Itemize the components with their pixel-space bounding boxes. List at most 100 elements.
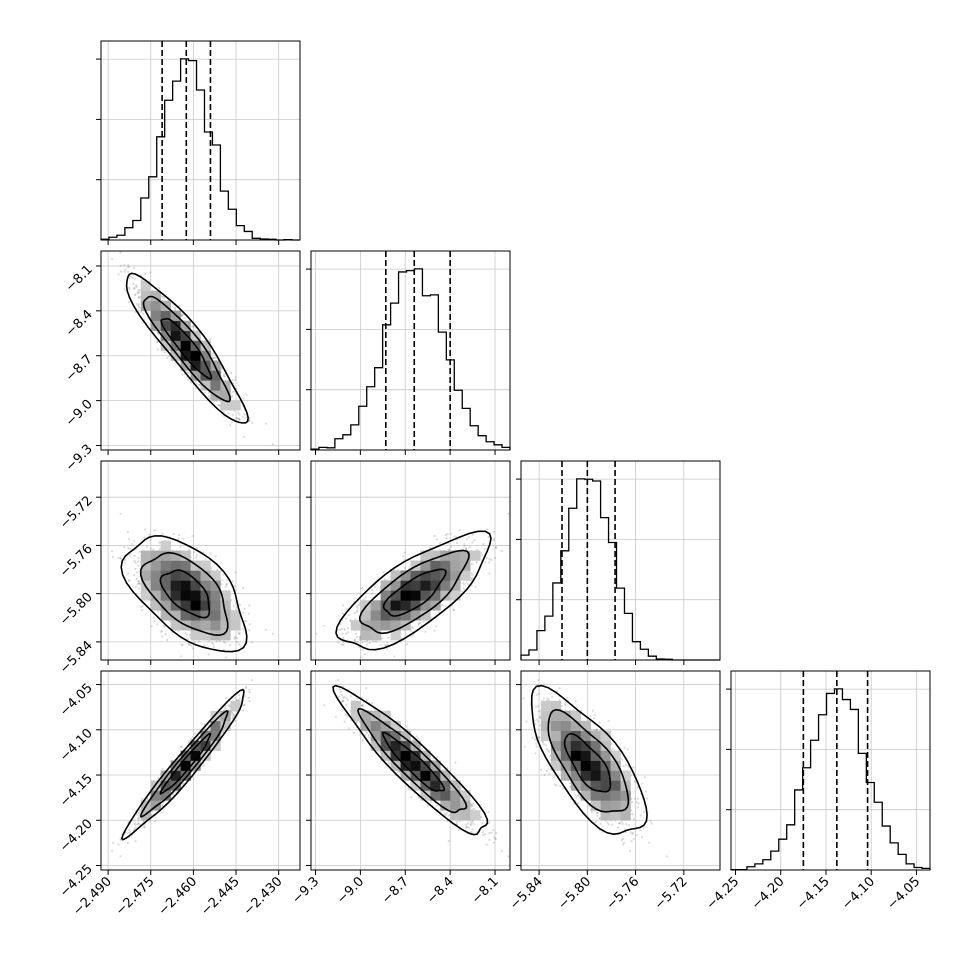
sample-point (248, 688, 251, 691)
sample-point (536, 720, 540, 723)
density-cell (180, 580, 191, 591)
density-cell (450, 780, 461, 791)
sample-point (572, 709, 575, 712)
sample-point (480, 552, 483, 555)
density-cell (220, 390, 231, 401)
sample-point (135, 284, 138, 287)
sample-point (377, 750, 380, 753)
density-cell (390, 600, 401, 611)
density-cell (180, 340, 191, 351)
sample-point (137, 304, 140, 307)
sample-point (341, 632, 344, 636)
sample-point (237, 417, 241, 420)
sample-point (558, 699, 561, 702)
density-cell (410, 590, 421, 601)
sample-point (123, 288, 126, 291)
sample-point (209, 338, 212, 341)
x-tick-label: −5.80 (555, 874, 594, 913)
contour-2sigma (139, 709, 229, 818)
sample-point (218, 404, 221, 407)
sample-point (618, 822, 622, 825)
density-cell (190, 570, 201, 581)
density-cell (590, 790, 601, 801)
sample-point (548, 772, 551, 775)
sample-point (384, 578, 387, 581)
sample-point (648, 841, 651, 844)
sample-point (485, 843, 488, 846)
sample-point (562, 787, 565, 790)
sample-point (224, 641, 227, 644)
y-tick-label: −5.72 (57, 493, 96, 532)
sample-point (231, 413, 234, 416)
density-cell (380, 750, 391, 761)
sample-point (166, 356, 169, 359)
sample-point (492, 841, 495, 844)
sample-point (233, 637, 236, 640)
sample-point (410, 626, 413, 629)
sample-point (534, 723, 537, 726)
sample-point (346, 699, 350, 702)
sample-point (194, 732, 197, 735)
sample-point (111, 841, 114, 844)
sample-point (342, 640, 345, 644)
sample-point (385, 644, 388, 647)
sample-point (238, 413, 241, 416)
sample-point (156, 348, 159, 351)
sample-point (469, 823, 472, 827)
sample-point (595, 728, 599, 731)
sample-point (626, 748, 629, 751)
sample-point (575, 796, 578, 799)
histogram-0 (100, 58, 300, 241)
sample-point (535, 745, 538, 748)
sample-point (248, 623, 251, 626)
sample-point (644, 790, 648, 793)
sample-point (137, 564, 140, 567)
sample-point (141, 797, 144, 800)
sample-point (223, 373, 226, 376)
sample-point (456, 820, 459, 824)
panel-3-2 (520, 670, 721, 871)
density-cell (180, 550, 191, 561)
density-cell (390, 620, 401, 631)
sample-point (465, 825, 469, 829)
sample-point (577, 802, 580, 805)
density-cell (190, 750, 201, 761)
sample-point (365, 699, 368, 702)
density-cell (380, 600, 391, 611)
sample-point (555, 784, 558, 787)
sample-point (361, 641, 364, 644)
density-cell (440, 770, 451, 781)
density-cell (160, 550, 171, 561)
sample-point (435, 538, 438, 541)
sample-point (488, 832, 491, 835)
density-cell (150, 600, 161, 611)
sample-point (429, 801, 432, 804)
density-cell (420, 760, 431, 771)
sample-point (481, 822, 484, 825)
sample-point (365, 640, 368, 643)
sample-point (152, 616, 155, 619)
density-cell (170, 320, 181, 331)
density-cell (180, 350, 191, 361)
histogram-1 (310, 268, 511, 450)
sample-point (631, 833, 634, 836)
sample-point (129, 831, 132, 834)
sample-point (133, 574, 136, 577)
sample-point (367, 733, 370, 737)
density-cell (550, 710, 562, 722)
density-cell (610, 770, 621, 781)
panel-content (111, 251, 274, 446)
density-cell (140, 280, 152, 292)
sample-point (148, 533, 151, 536)
sample-point (231, 580, 234, 583)
density-cell (350, 710, 362, 722)
sample-point (545, 744, 548, 747)
sample-point (126, 530, 129, 534)
sample-point (197, 383, 200, 386)
density-cell (200, 560, 211, 571)
density-cell (400, 750, 411, 761)
sample-point (190, 645, 193, 648)
density-cell (400, 600, 411, 611)
sample-point (631, 800, 634, 803)
density-cell (610, 750, 621, 761)
